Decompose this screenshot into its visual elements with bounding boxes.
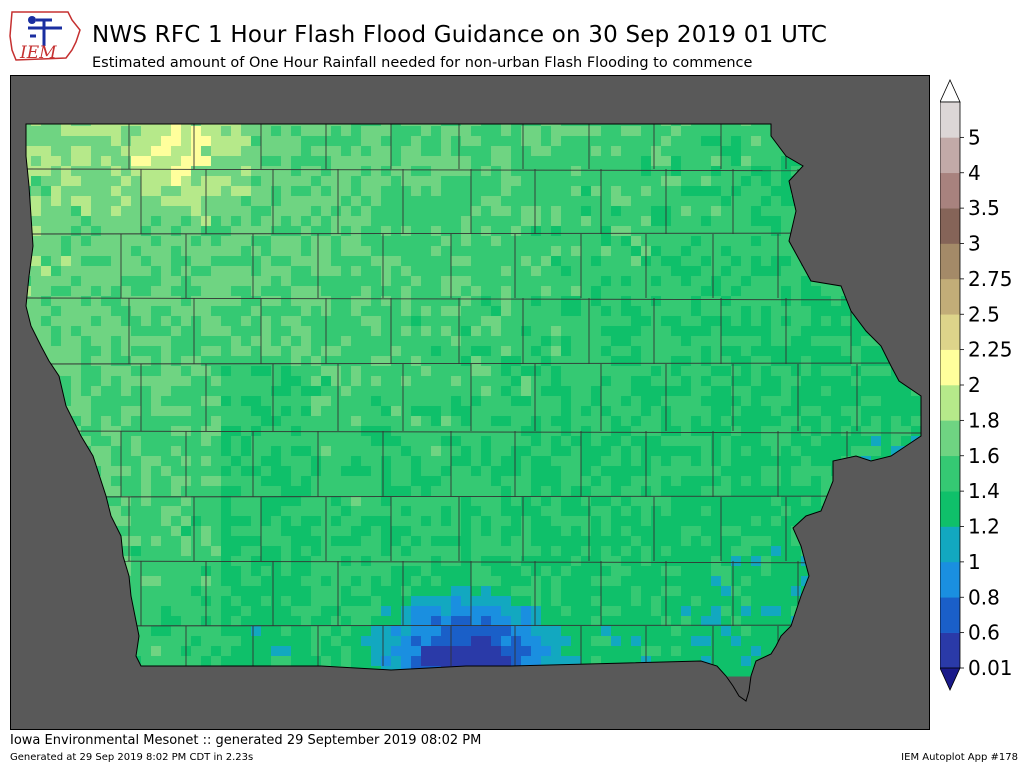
flash-flood-map — [10, 75, 930, 730]
colorbar-swatch — [940, 102, 960, 138]
colorbar-label: 1.2 — [968, 515, 1000, 539]
legend-colorbar: 0.01 0.6 0.8 1 1.2 1.4 1.6 1.8 2 2.25 2.5 2.75 3 3.5 4… — [939, 78, 1020, 693]
map-canvas — [25, 123, 922, 702]
colorbar-label: 1.6 — [968, 444, 1000, 468]
footer-app-id: IEM Autoplot App #178 — [901, 752, 1018, 763]
colorbar-swatch — [940, 137, 960, 174]
colorbar-swatch — [940, 491, 960, 527]
logo-text: IEM — [19, 43, 57, 63]
colorbar-swatches — [939, 79, 961, 691]
colorbar-swatch — [940, 172, 960, 209]
colorbar-under-arrow — [939, 667, 961, 691]
iem-logo: IEM — [6, 6, 86, 68]
footer-generated: Generated at 29 Sep 2019 8:02 PM CDT in … — [10, 752, 254, 763]
colorbar-label: 3.5 — [968, 196, 1000, 220]
colorbar-labels: 0.01 0.6 0.8 1 1.2 1.4 1.6 1.8 2 2.25 2.5 2.75 3 3.5 4… — [960, 125, 1013, 680]
colorbar-swatch — [940, 420, 960, 457]
colorbar-label: 0.6 — [968, 621, 1000, 645]
colorbar-swatch — [940, 385, 960, 421]
page-subtitle: Estimated amount of One Hour Rainfall ne… — [92, 55, 753, 71]
colorbar-swatch — [940, 314, 960, 350]
colorbar-label: 2.5 — [968, 302, 1000, 326]
colorbar-label: 2 — [968, 373, 981, 397]
colorbar-over-arrow — [939, 79, 961, 103]
colorbar-swatch — [940, 278, 960, 315]
colorbar-label: 1 — [968, 550, 981, 574]
colorbar-swatch — [940, 526, 960, 563]
colorbar-label: 1.8 — [968, 408, 1000, 432]
colorbar-swatch — [940, 455, 960, 492]
colorbar-label: 1.4 — [968, 479, 1000, 503]
colorbar-label: 5 — [968, 125, 981, 149]
colorbar-label: 3 — [968, 232, 981, 256]
colorbar-swatch — [940, 632, 960, 669]
colorbar-swatch — [940, 561, 960, 598]
page-title: NWS RFC 1 Hour Flash Flood Guidance on 3… — [92, 22, 828, 48]
footer-source: Iowa Environmental Mesonet :: generated … — [10, 733, 482, 748]
colorbar-swatch — [940, 597, 960, 633]
colorbar-label: 0.8 — [968, 585, 1000, 609]
colorbar-swatch — [940, 243, 960, 280]
colorbar-label: 2.75 — [968, 267, 1013, 291]
colorbar-swatch — [940, 349, 960, 386]
colorbar-label: 0.01 — [968, 656, 1013, 680]
weather-station-icon — [28, 18, 62, 46]
county-boundaries — [26, 124, 921, 666]
colorbar-canvas: 0.01 0.6 0.8 1 1.2 1.4 1.6 1.8 2 2.25 2.5 2.75 3 3.5 4… — [939, 79, 1013, 691]
colorbar-label: 2.25 — [968, 338, 1013, 362]
colorbar-label: 4 — [968, 161, 981, 185]
colorbar-swatch — [940, 208, 960, 244]
state-boundary — [25, 123, 922, 702]
